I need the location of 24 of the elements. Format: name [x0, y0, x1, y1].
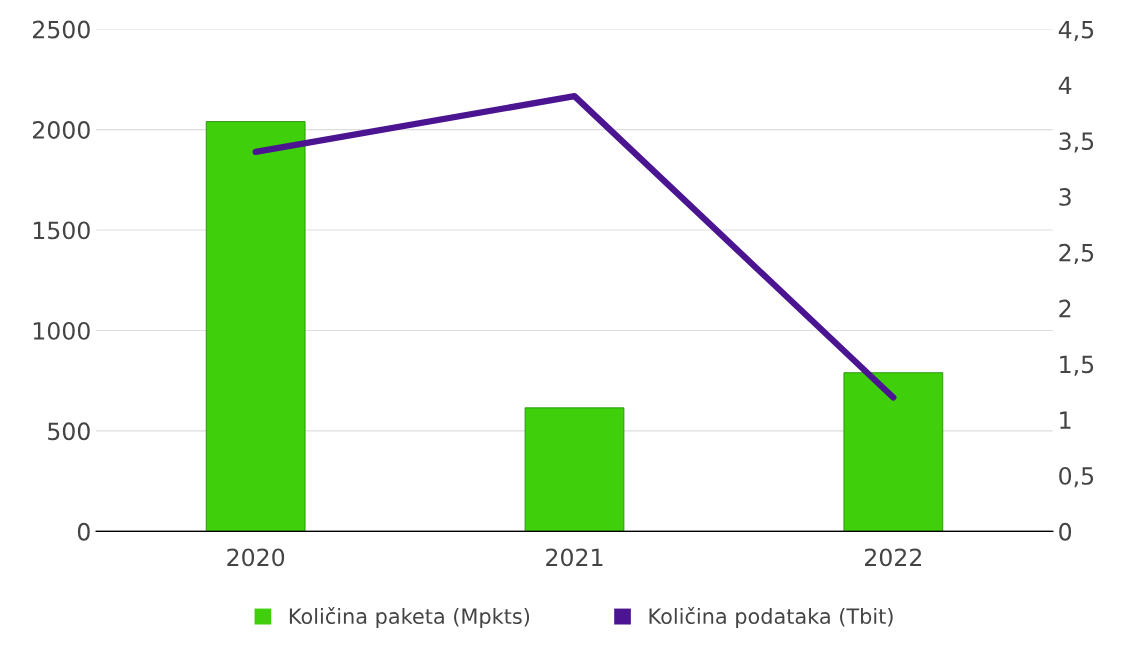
- y2-tick-label: 1,5: [1060, 355, 1094, 376]
- y-tick-label: 1000: [33, 321, 90, 340]
- x-tick-label: 2022: [865, 548, 922, 567]
- y2-tick-label: 2,5: [1059, 243, 1094, 265]
- y2-tick-label: 1: [1060, 411, 1071, 429]
- bar: [524, 407, 625, 532]
- x-tick-label: 2021: [546, 548, 603, 567]
- y-tick-label: 2500: [33, 20, 90, 39]
- y2-tick-label: 4: [1058, 76, 1072, 94]
- y-tick-label: 500: [48, 422, 90, 441]
- bar: [843, 372, 944, 532]
- y2-tick-label: 2: [1059, 299, 1071, 318]
- legend-label: Količina paketa (Mpkts): [289, 607, 530, 629]
- x-tick-label: 2020: [227, 548, 285, 567]
- y2-tick-label: 0,5: [1059, 467, 1094, 488]
- bar: [205, 121, 306, 532]
- y-tick-label: 1500: [33, 221, 90, 240]
- y2-tick-label: 4,5: [1058, 20, 1094, 41]
- y2-tick-label: 0: [1059, 522, 1072, 541]
- legend-label: Količina podataka (Tbit): [649, 607, 893, 629]
- y2-tick-label: 3: [1059, 188, 1071, 206]
- y-tick-label: 0: [77, 522, 90, 541]
- y2-tick-label: 3,5: [1059, 132, 1094, 153]
- y-tick-label: 2000: [33, 121, 90, 139]
